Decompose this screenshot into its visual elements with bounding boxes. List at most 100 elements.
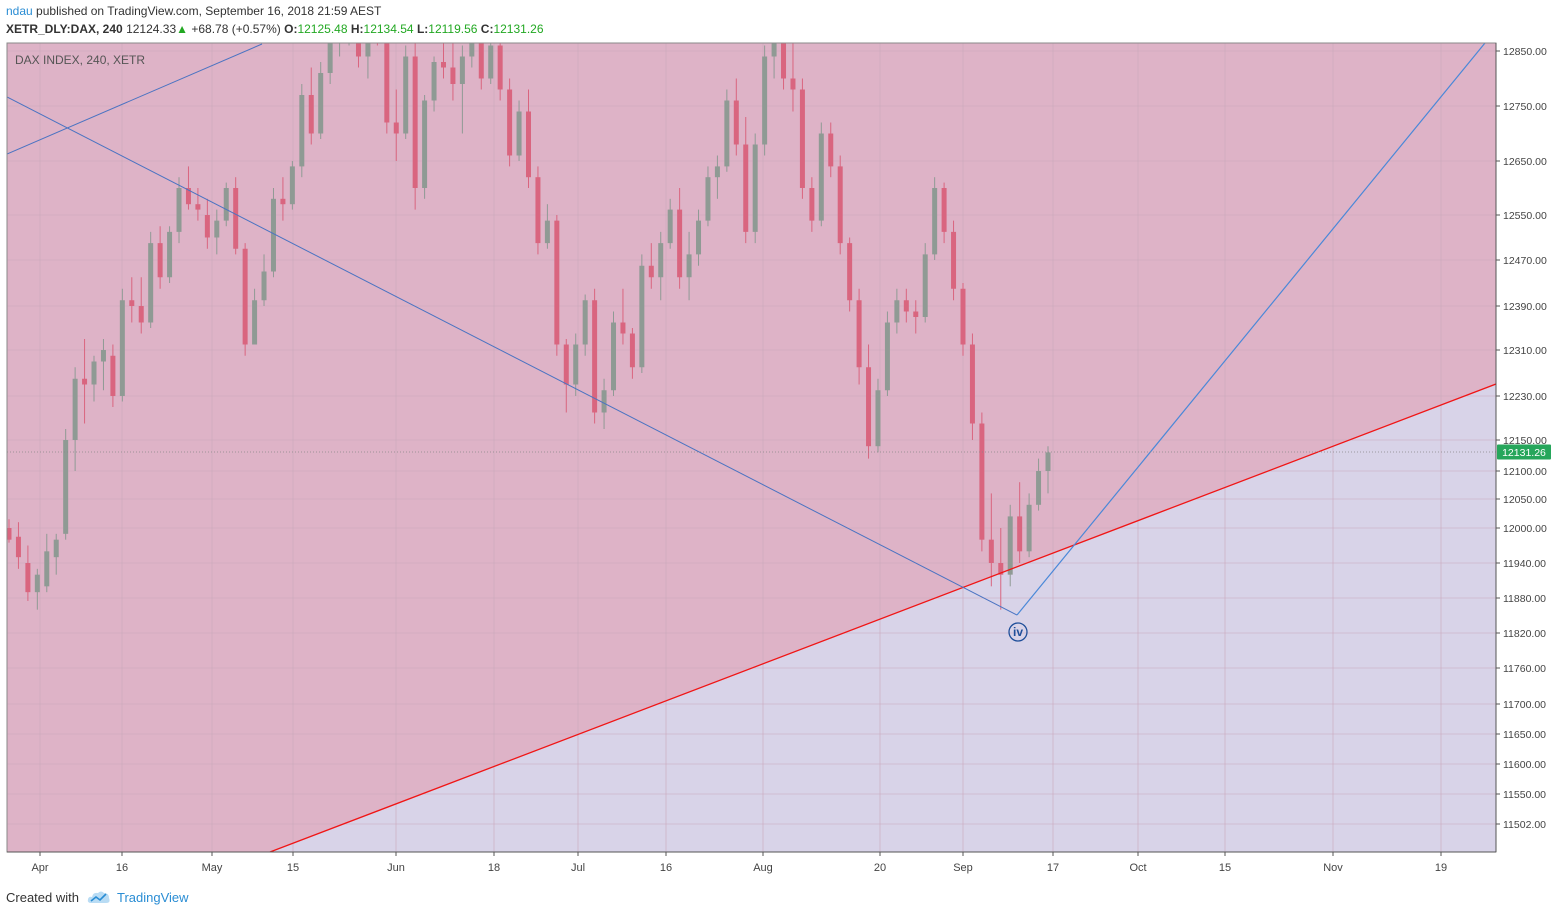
price-tick-label: 11940.00 (1503, 558, 1546, 570)
candle-body (969, 344, 975, 424)
candle-body (318, 73, 324, 134)
price-tick-label: 11502.00 (1503, 819, 1546, 831)
candle-body (1017, 516, 1023, 552)
support-trend-line[interactable] (269, 383, 1496, 852)
candle-body (384, 43, 390, 123)
upper-trend-line[interactable] (7, 43, 263, 155)
open-label: O: (284, 22, 298, 36)
candle-body (752, 144, 758, 232)
candle-body (535, 177, 541, 244)
published-text: published on TradingView.com, September … (36, 4, 382, 18)
candle-body (516, 111, 522, 156)
candle-body (34, 574, 40, 593)
candle-body (148, 243, 154, 323)
candle-body (809, 188, 815, 221)
candle-body (592, 300, 598, 413)
current-price-tag: 12131.26 (1497, 444, 1551, 460)
candle-body (771, 43, 777, 57)
candle-body (15, 536, 21, 558)
price-axis[interactable]: 12850.00 12750.00 12650.00 12550.00 12470.00… (1496, 46, 1547, 831)
time-tick-label: 15 (287, 862, 299, 874)
candle-body (667, 209, 673, 244)
candle-body (960, 288, 966, 345)
candle-body (308, 95, 314, 134)
candle-body (573, 344, 579, 385)
candle-body (365, 43, 371, 57)
candle-body (601, 390, 607, 413)
upper-zone (7, 43, 1496, 852)
candle-body (951, 231, 957, 289)
price-tick-label: 12050.00 (1503, 494, 1547, 506)
tradingview-link[interactable]: TradingView (117, 890, 189, 905)
time-tick-label: 15 (1219, 862, 1231, 874)
candle-body (44, 551, 50, 587)
candle-body (856, 300, 862, 368)
time-tick-label: Jun (387, 862, 405, 874)
footer: Created with TradingView (0, 880, 1560, 915)
descending-trend-line[interactable] (7, 96, 1018, 616)
low-value: 12119.56 (428, 22, 478, 36)
candle-body (620, 322, 626, 334)
candle-body (167, 231, 173, 278)
candle-body (53, 539, 59, 558)
candle-body (82, 378, 88, 385)
candle-body (497, 45, 503, 90)
up-arrow-icon: ▲ (176, 22, 189, 36)
candle-body (25, 563, 31, 593)
candle-body (280, 198, 286, 205)
candle-body (837, 166, 843, 244)
candle-body (903, 300, 909, 312)
candle-body (611, 322, 617, 391)
symbol-interval[interactable]: XETR_DLY:DAX, 240 (6, 22, 123, 36)
time-axis[interactable]: Apr 16 May 15 Jun 18 Jul 16 Aug 20 Sep 17 Oct 15 Nov 19 (31, 852, 1447, 874)
candle-body (72, 378, 78, 440)
candle-body (100, 350, 106, 362)
candle-body (214, 220, 220, 238)
time-tick-label: 16 (116, 862, 128, 874)
price-tick-label: 12550.00 (1503, 210, 1547, 222)
price-tick-label: 11650.00 (1503, 729, 1546, 741)
author-link[interactable]: ndau (6, 4, 33, 18)
tradingview-cloud-icon[interactable] (87, 889, 111, 905)
time-tick-label: Sep (953, 862, 973, 874)
candle-body (544, 220, 550, 244)
chart-title: DAX INDEX, 240, XETR (15, 53, 145, 67)
time-tick-label: Aug (753, 862, 773, 874)
candle-body (743, 144, 749, 232)
candle-body (63, 440, 69, 534)
price-tick-label: 12230.00 (1503, 391, 1547, 403)
price-tick-label: 12750.00 (1503, 101, 1547, 113)
header: ndau published on TradingView.com, Septe… (0, 0, 1560, 42)
price-tick-label: 11880.00 (1503, 593, 1546, 605)
candle-body (922, 254, 928, 317)
last-price: 12124.33 (126, 22, 177, 36)
current-price-tag-text: 12131.26 (1502, 447, 1546, 459)
candle-body (459, 56, 465, 84)
candle-body (677, 209, 683, 278)
candle-body (412, 56, 418, 188)
candle-body (488, 45, 494, 79)
close-label: C: (480, 22, 494, 36)
symbol-info: XETR_DLY:DAX, 240 12124.33▲ +68.78 (+0.5… (6, 22, 544, 36)
candle-body (393, 122, 399, 134)
candle-body (176, 188, 182, 232)
candle-body (138, 306, 144, 323)
candle-body (450, 67, 456, 84)
projection-line[interactable] (1016, 43, 1486, 616)
candle-body (431, 62, 437, 101)
candle-body (157, 243, 163, 278)
high-label: H: (350, 22, 364, 36)
time-tick-label: 19 (1435, 862, 1447, 874)
price-change: +68.78 (+0.57%) (191, 22, 281, 36)
time-tick-label: 16 (660, 862, 672, 874)
candle-body (469, 43, 475, 57)
wave-label-iv: iv (1008, 622, 1028, 642)
candle-body (129, 300, 135, 306)
open-value: 12125.48 (297, 22, 348, 36)
candle-body (233, 188, 239, 249)
candle-body (252, 300, 258, 345)
candle-body (724, 100, 730, 167)
price-tick-label: 12470.00 (1503, 255, 1547, 267)
candle-body (7, 528, 12, 540)
